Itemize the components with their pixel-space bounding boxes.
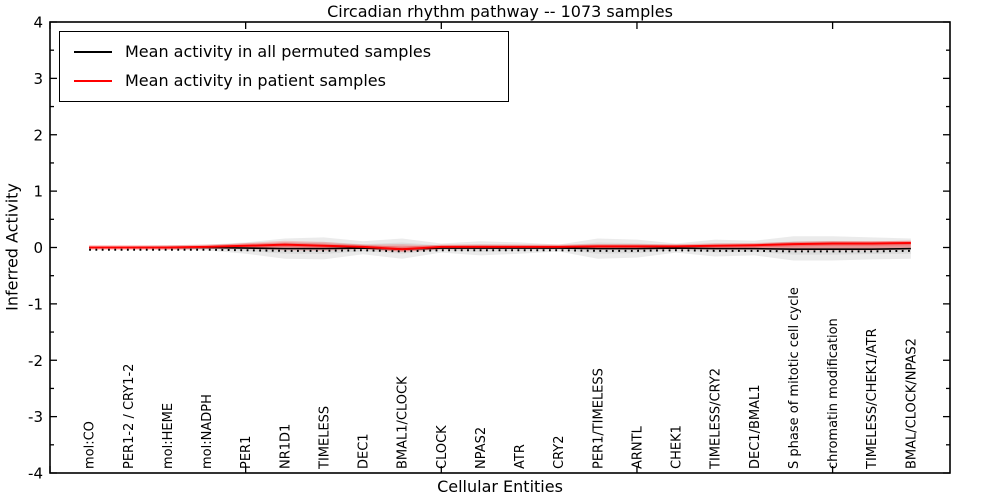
svg-text:PER1: PER1 (239, 436, 254, 469)
svg-text:ARNTL: ARNTL (630, 425, 645, 469)
svg-text:TIMELESS/CHEK1/ATR: TIMELESS/CHEK1/ATR (865, 328, 880, 470)
permuted-line-swatch (74, 50, 112, 53)
svg-text:CLOCK: CLOCK (435, 425, 450, 469)
svg-text:PER1/TIMELESS: PER1/TIMELESS (591, 368, 606, 469)
svg-text:CHEK1: CHEK1 (670, 425, 685, 469)
svg-text:mol:NADPH: mol:NADPH (200, 394, 215, 469)
svg-text:2: 2 (33, 126, 43, 144)
svg-text:DEC1/BMAL1: DEC1/BMAL1 (748, 385, 763, 470)
svg-text:3: 3 (33, 70, 43, 88)
legend-item-patient: Mean activity in patient samples (60, 66, 508, 95)
legend-label-patient: Mean activity in patient samples (125, 71, 386, 90)
svg-text:mol:CO: mol:CO (83, 421, 98, 469)
svg-text:PER1-2 / CRY1-2: PER1-2 / CRY1-2 (122, 364, 137, 469)
svg-text:chromatin modification: chromatin modification (826, 318, 841, 469)
svg-text:0: 0 (33, 239, 43, 257)
svg-text:TIMELESS: TIMELESS (317, 406, 332, 470)
svg-text:mol:HEME: mol:HEME (161, 403, 176, 469)
svg-text:ATR: ATR (513, 444, 528, 469)
svg-text:NPAS2: NPAS2 (474, 427, 489, 469)
permuted-sample-markers (89, 248, 911, 253)
y-tick-labels: -4 -3 -2 -1 0 1 2 3 4 (28, 14, 43, 483)
patient-mean-line (89, 241, 911, 251)
svg-text:S phase of mitotic cell cycle: S phase of mitotic cell cycle (787, 287, 802, 469)
chart-title: Circadian rhythm pathway -- 1073 samples (327, 2, 673, 21)
svg-text:-3: -3 (28, 408, 43, 426)
entity-tick-labels: mol:CO PER1-2 / CRY1-2 mol:HEME mol:NADPH PE… (83, 287, 920, 470)
svg-text:CRY2: CRY2 (552, 436, 567, 470)
svg-text:1: 1 (33, 183, 43, 201)
svg-text:-2: -2 (28, 352, 43, 370)
svg-text:-4: -4 (28, 465, 43, 483)
svg-text:-1: -1 (28, 295, 43, 313)
svg-text:BMAL/CLOCK/NPAS2: BMAL/CLOCK/NPAS2 (904, 338, 919, 469)
permuted-mean-line (89, 246, 911, 250)
svg-text:BMAL1/CLOCK: BMAL1/CLOCK (396, 376, 411, 469)
svg-text:NR1D1: NR1D1 (278, 424, 293, 469)
x-axis-label: Cellular Entities (437, 477, 563, 496)
y-axis-ticks (50, 21, 950, 474)
svg-text:DEC1: DEC1 (357, 433, 372, 469)
legend-item-permuted: Mean activity in all permuted samples (60, 37, 508, 66)
x-axis-ticks (49, 22, 834, 473)
svg-text:4: 4 (33, 14, 43, 32)
svg-text:TIMELESS/CRY2: TIMELESS/CRY2 (709, 368, 724, 470)
legend: Mean activity in all permuted samples Me… (59, 31, 509, 102)
y-axis-label: Inferred Activity (2, 183, 22, 311)
legend-label-permuted: Mean activity in all permuted samples (125, 42, 432, 61)
patient-line-swatch (74, 79, 112, 82)
